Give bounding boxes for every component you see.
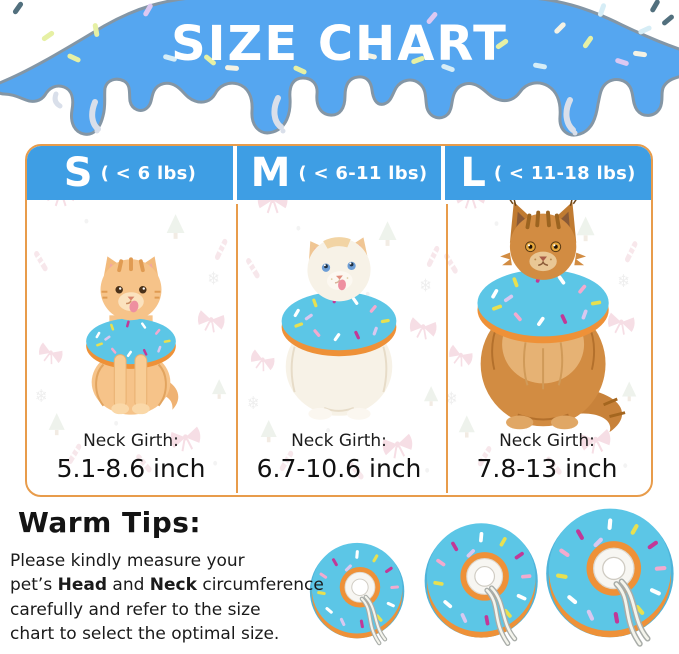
size-header-l: L ( < 11-18 lbs) <box>445 146 651 200</box>
cat-s-illustration <box>86 256 179 415</box>
neck-girth-value: 7.8-13 inch <box>476 454 618 483</box>
weight-range: ( < 6-11 lbs) <box>298 162 428 184</box>
donut-collar-large <box>541 506 679 649</box>
neck-girth-value: 6.7-10.6 inch <box>256 454 422 483</box>
warm-tips-section: Warm Tips: Please kindly measure your pe… <box>10 506 340 646</box>
column-divider <box>236 204 238 493</box>
weight-range: ( < 11-18 lbs) <box>493 162 636 184</box>
neck-girth-label: Neck Girth: <box>499 431 595 451</box>
cat-m-illustration <box>281 237 397 420</box>
neck-girth-value: 5.1-8.6 inch <box>56 454 206 483</box>
size-header-m: M ( < 6-11 lbs) <box>237 146 441 200</box>
dripping-banner <box>0 0 679 137</box>
weight-range: ( < 6 lbs) <box>100 162 197 184</box>
size-chart-table: S ( < 6 lbs) <box>25 144 653 497</box>
warm-tips-line-3: carefully and refer to the size <box>10 599 261 620</box>
size-letter: S <box>63 150 93 196</box>
size-column-l: L ( < 11-18 lbs) <box>443 146 651 495</box>
column-divider <box>446 204 448 493</box>
size-column-m: M ( < 6-11 lbs) <box>235 146 443 495</box>
warm-tips-text: Please kindly measure your pet’s Head an… <box>10 549 340 646</box>
banner-blob <box>0 0 679 137</box>
warm-tips-line-4: chart to select the optimal size. <box>10 623 280 644</box>
cat-l-illustration <box>477 197 626 433</box>
warm-tips-heading: Warm Tips: <box>18 506 202 539</box>
size-letter: M <box>250 150 291 196</box>
size-letter: L <box>460 150 486 196</box>
sprinkle-icons <box>12 0 674 75</box>
donut-collar-medium <box>420 521 547 648</box>
page-title: SIZE CHART <box>171 16 508 72</box>
warm-tips-line-1: Please kindly measure your <box>10 551 245 571</box>
neck-girth-label: Neck Girth: <box>291 431 387 451</box>
neck-girth-label: Neck Girth: <box>83 431 179 451</box>
warm-tips-line-2: pet’s Head and Neck circumference <box>10 575 324 596</box>
drip-highlights <box>52 91 576 133</box>
size-column-s: S ( < 6 lbs) <box>27 146 235 495</box>
size-header-s: S ( < 6 lbs) <box>27 146 233 200</box>
